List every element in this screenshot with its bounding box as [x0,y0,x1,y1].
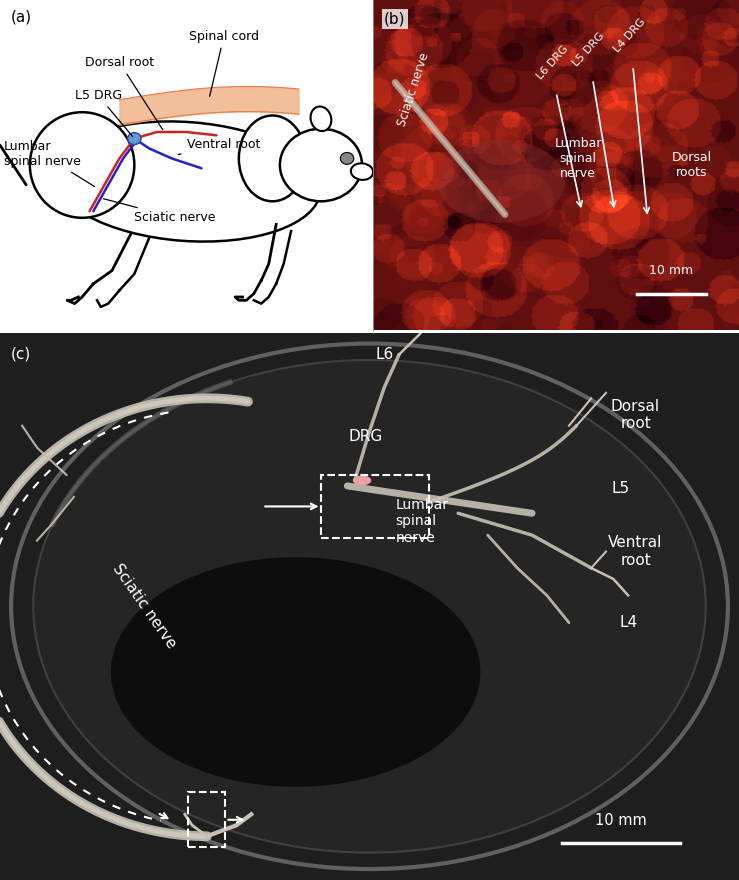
Text: Sciatic nerve: Sciatic nerve [395,52,432,128]
Ellipse shape [353,475,372,486]
Text: Dorsal
root: Dorsal root [611,399,660,431]
Ellipse shape [52,121,321,242]
Text: Ventral
root: Ventral root [608,535,663,568]
Text: L6: L6 [375,347,393,362]
Ellipse shape [437,140,565,223]
Text: L5 DRG: L5 DRG [571,31,607,68]
Text: Sciatic nerve: Sciatic nerve [109,561,179,651]
Text: Ventral root: Ventral root [178,138,260,155]
Text: 10 mm: 10 mm [595,813,647,828]
Circle shape [341,152,354,165]
Bar [321,475,429,538]
Ellipse shape [30,112,134,217]
Text: (c): (c) [11,347,31,362]
Text: L4: L4 [619,615,637,630]
Text: (a): (a) [11,10,33,25]
Text: L5: L5 [612,481,630,496]
Text: Lumbar
spinal
nerve: Lumbar spinal nerve [554,137,602,180]
Text: Dorsal root: Dorsal root [85,56,163,129]
Text: Lumbar
spinal
nerve: Lumbar spinal nerve [395,498,449,545]
Text: Dorsal
roots: Dorsal roots [672,151,712,179]
Text: Lumbar
spinal nerve: Lumbar spinal nerve [4,140,95,187]
Text: L6 DRG: L6 DRG [535,44,570,81]
Text: 10 mm: 10 mm [650,264,693,277]
Ellipse shape [239,115,306,202]
Ellipse shape [33,360,706,853]
Bar [188,792,225,847]
Text: Spinal cord: Spinal cord [189,30,259,96]
Ellipse shape [111,557,480,787]
Text: Sciatic nerve: Sciatic nerve [103,199,216,224]
Text: (b): (b) [384,11,406,26]
Text: L5 DRG: L5 DRG [75,89,132,136]
Ellipse shape [310,106,331,131]
Circle shape [128,133,141,144]
Text: L4 DRG: L4 DRG [612,17,647,55]
Circle shape [280,128,362,202]
Ellipse shape [351,164,373,180]
Text: DRG: DRG [349,429,383,444]
